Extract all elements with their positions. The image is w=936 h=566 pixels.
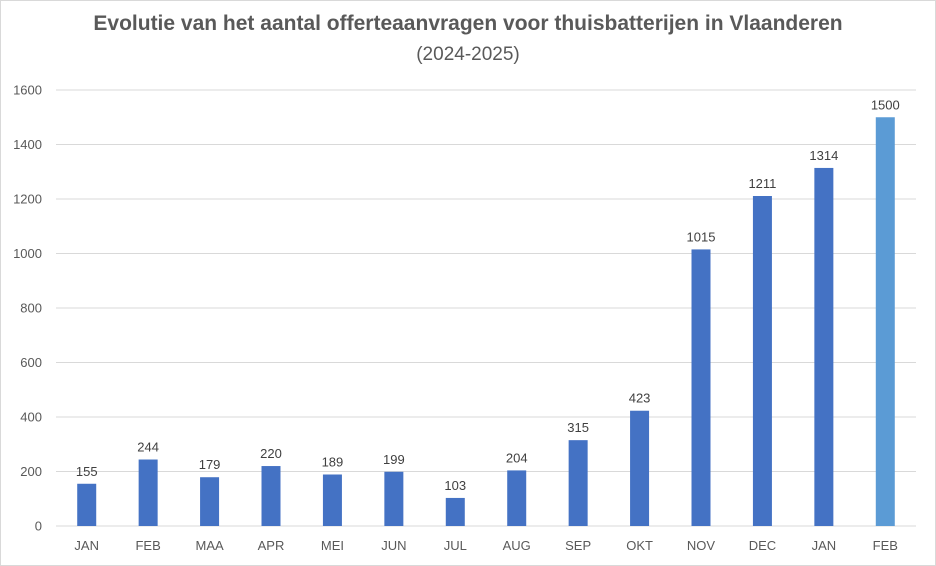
- data-label: 220: [260, 446, 282, 461]
- x-tick-label: AUG: [503, 538, 531, 553]
- x-tick-label: MEI: [321, 538, 344, 553]
- x-tick-label: JAN: [812, 538, 837, 553]
- y-tick-label: 0: [35, 519, 42, 534]
- y-tick-label: 400: [20, 410, 42, 425]
- data-label: 155: [76, 464, 98, 479]
- data-label: 189: [322, 454, 344, 469]
- data-label: 1015: [687, 229, 716, 244]
- bar: [445, 497, 465, 526]
- y-tick-label: 1200: [13, 192, 42, 207]
- data-label: 103: [444, 478, 466, 493]
- data-label: 1211: [748, 176, 776, 191]
- y-tick-label: 800: [20, 301, 42, 316]
- y-tick-label: 1600: [13, 83, 42, 98]
- data-label: 1500: [871, 97, 900, 112]
- bar: [568, 440, 588, 526]
- y-tick-label: 200: [20, 464, 42, 479]
- bar: [384, 471, 404, 526]
- data-label: 244: [137, 440, 159, 455]
- bar: [875, 117, 895, 526]
- x-tick-label: JUL: [444, 538, 467, 553]
- bar: [322, 474, 342, 526]
- y-tick-label: 1400: [13, 137, 42, 152]
- bar: [507, 470, 527, 526]
- bar: [77, 483, 97, 526]
- x-tick-label: DEC: [749, 538, 776, 553]
- data-label: 1314: [809, 148, 838, 163]
- data-label: 204: [506, 450, 528, 465]
- x-tick-label: FEB: [135, 538, 160, 553]
- bar: [691, 249, 711, 526]
- bar: [261, 466, 281, 526]
- y-tick-label: 1000: [13, 246, 42, 261]
- x-tick-label: SEP: [565, 538, 591, 553]
- chart-title: Evolutie van het aantal offerteaanvragen…: [93, 12, 843, 35]
- bar: [200, 477, 220, 526]
- x-tick-label: FEB: [873, 538, 898, 553]
- data-label: 423: [629, 391, 651, 406]
- x-tick-label: NOV: [687, 538, 716, 553]
- chart-subtitle: (2024-2025): [416, 44, 520, 65]
- bar: [752, 196, 772, 526]
- bar: [138, 459, 158, 526]
- x-tick-label: APR: [258, 538, 285, 553]
- x-tick-label: JAN: [74, 538, 99, 553]
- data-label: 315: [567, 420, 589, 435]
- x-tick-label: JUN: [381, 538, 406, 553]
- x-tick-label: OKT: [626, 538, 653, 553]
- bar: [630, 410, 650, 526]
- x-tick-label: MAA: [195, 538, 224, 553]
- data-label: 199: [383, 452, 405, 467]
- bar: [814, 167, 834, 526]
- data-label: 179: [199, 457, 221, 472]
- y-tick-label: 600: [20, 355, 42, 370]
